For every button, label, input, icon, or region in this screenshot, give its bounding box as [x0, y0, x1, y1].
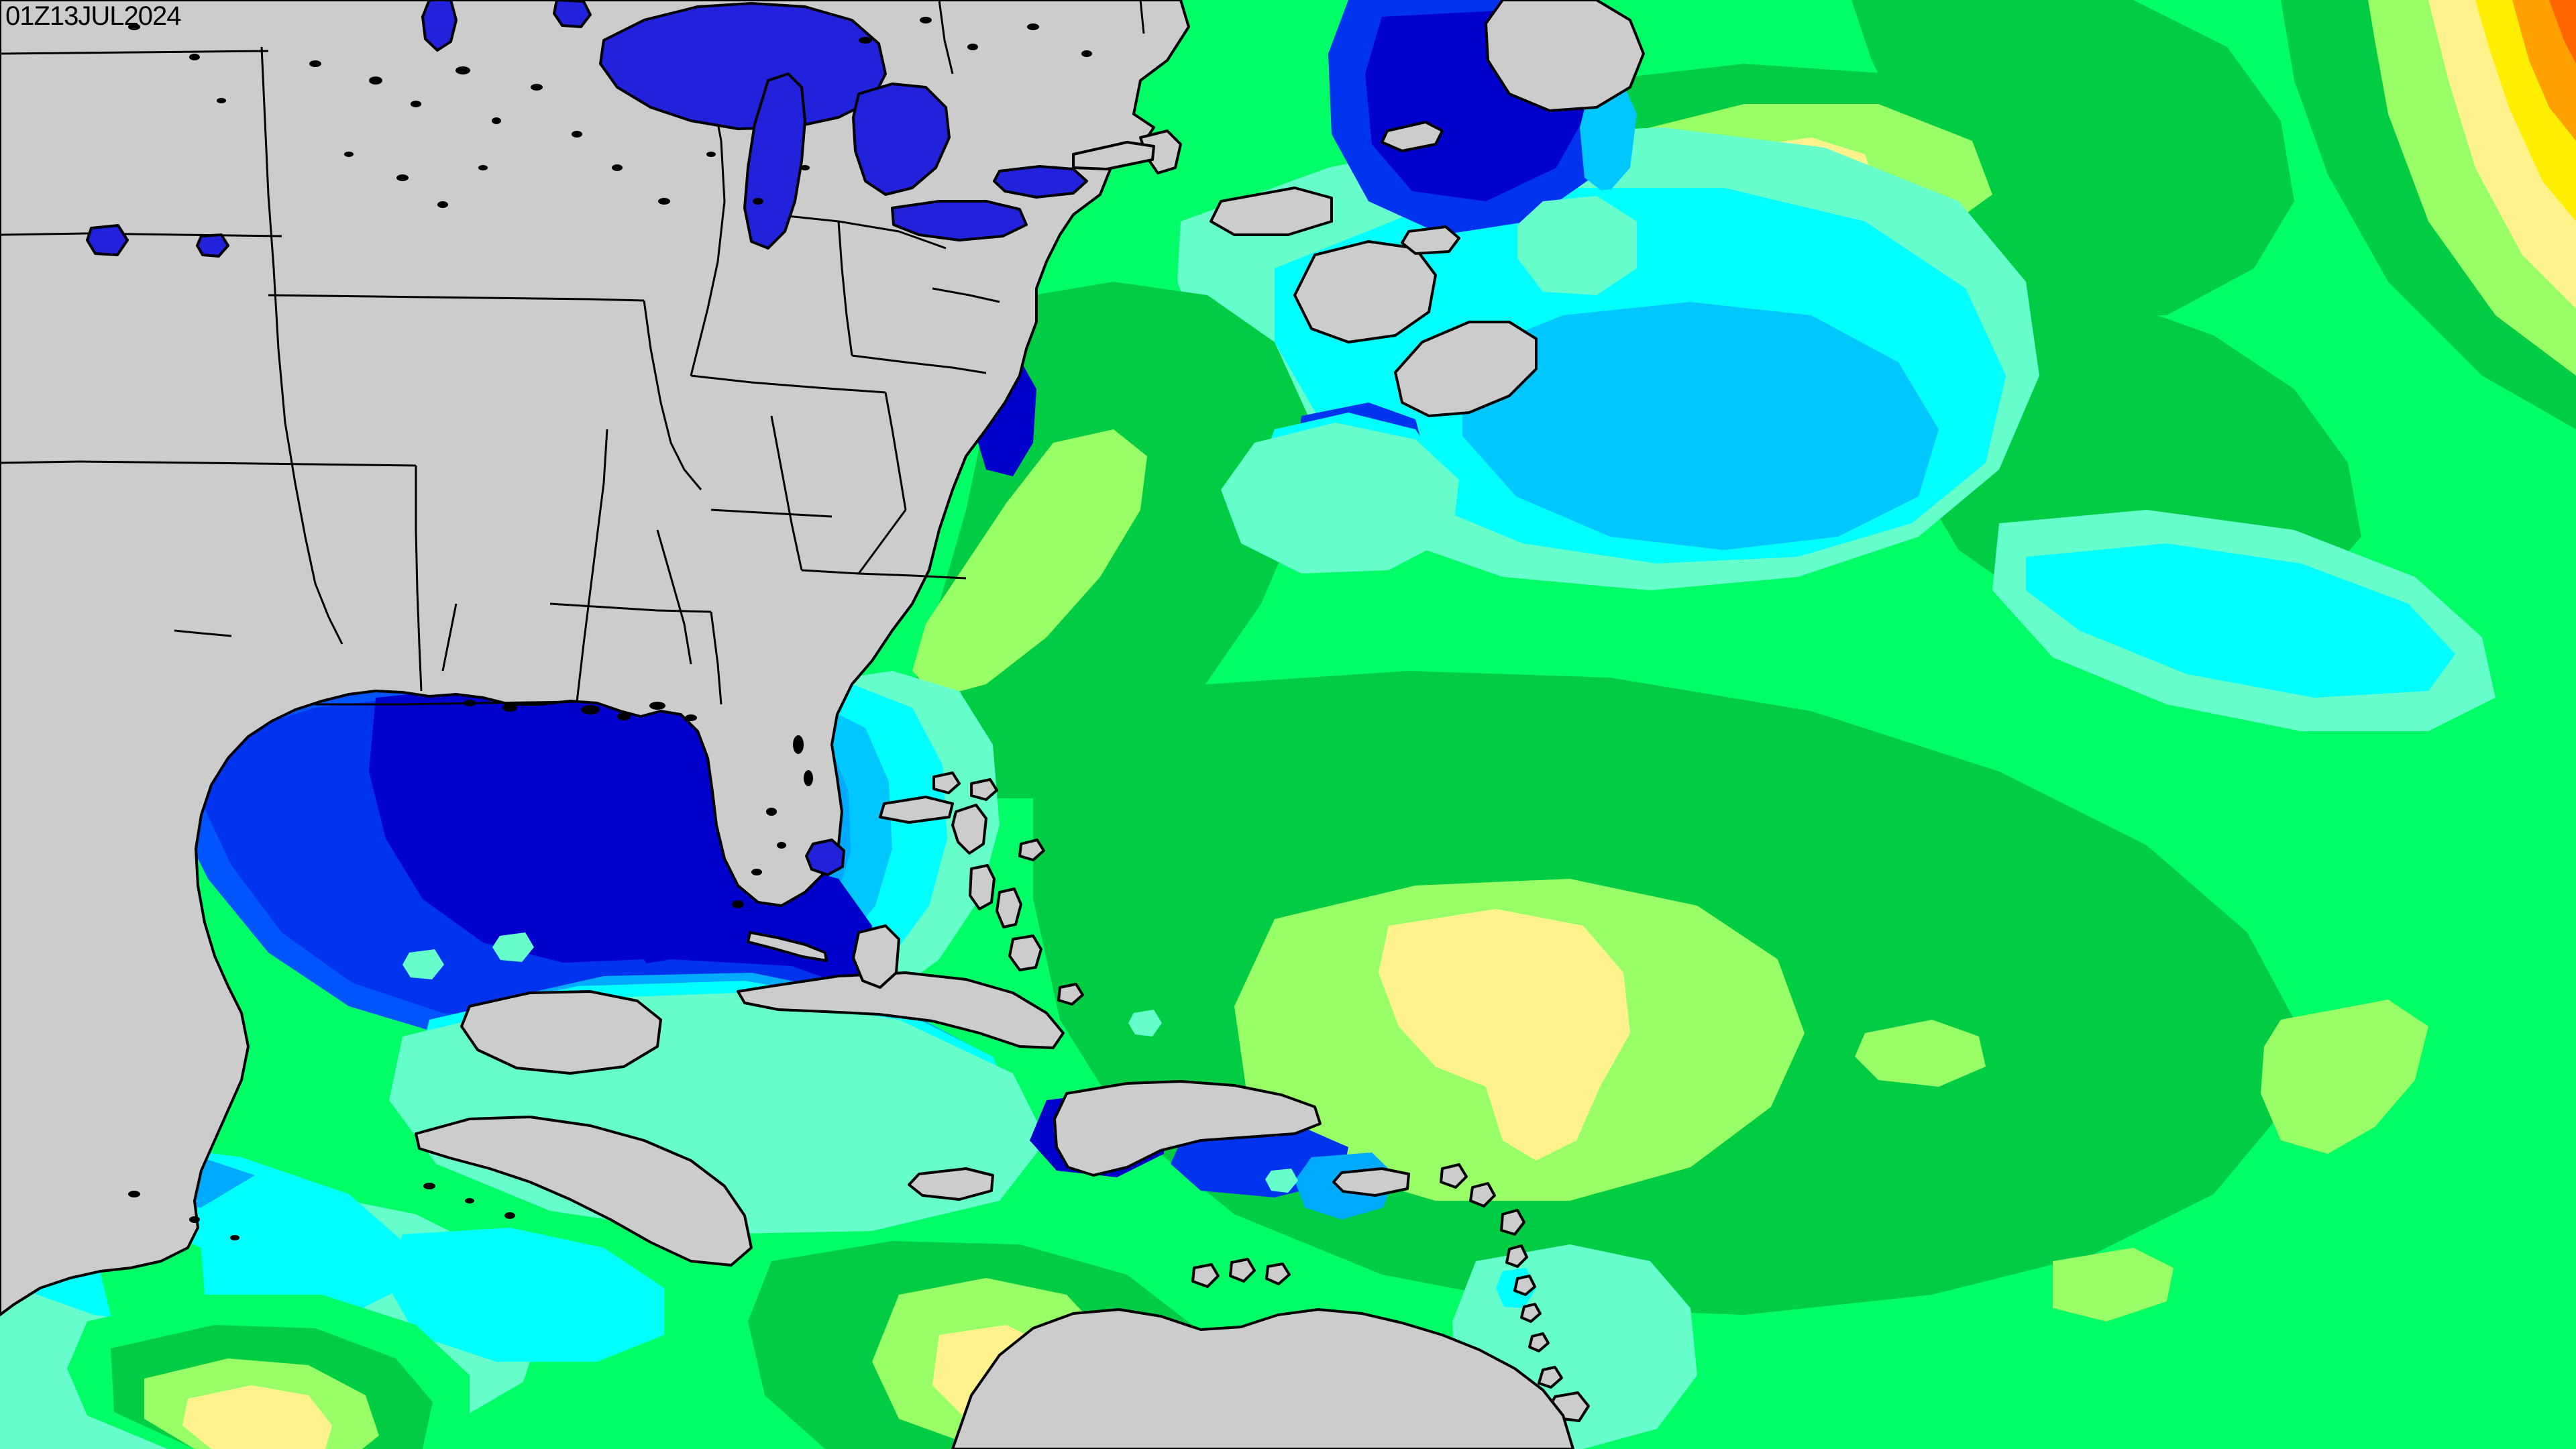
- band-cyan-east-arm: [2026, 543, 2455, 698]
- band-lightgreen-far-east: [2261, 1000, 2428, 1154]
- band-cyandeep-central: [1462, 302, 1939, 550]
- band-lightgreen-east-pocket: [1855, 1020, 1986, 1087]
- band-aquamarine-ns-fringe: [1517, 196, 1637, 295]
- band-lightgreen-lesser-antilles: [2053, 1248, 2174, 1322]
- band-orange-ne: [2512, 0, 2576, 141]
- band-paleyellow-pacificmax: [182, 1385, 332, 1449]
- timestamp-label: 01Z13JUL2024: [5, 1, 182, 31]
- band-deeporange-ne: [2549, 0, 2576, 64]
- band-aquamarine-antilles: [1452, 1244, 1697, 1449]
- band-paleyellow-carib: [1379, 909, 1630, 1161]
- band-aquamarine-gulfmaine: [1221, 423, 1459, 574]
